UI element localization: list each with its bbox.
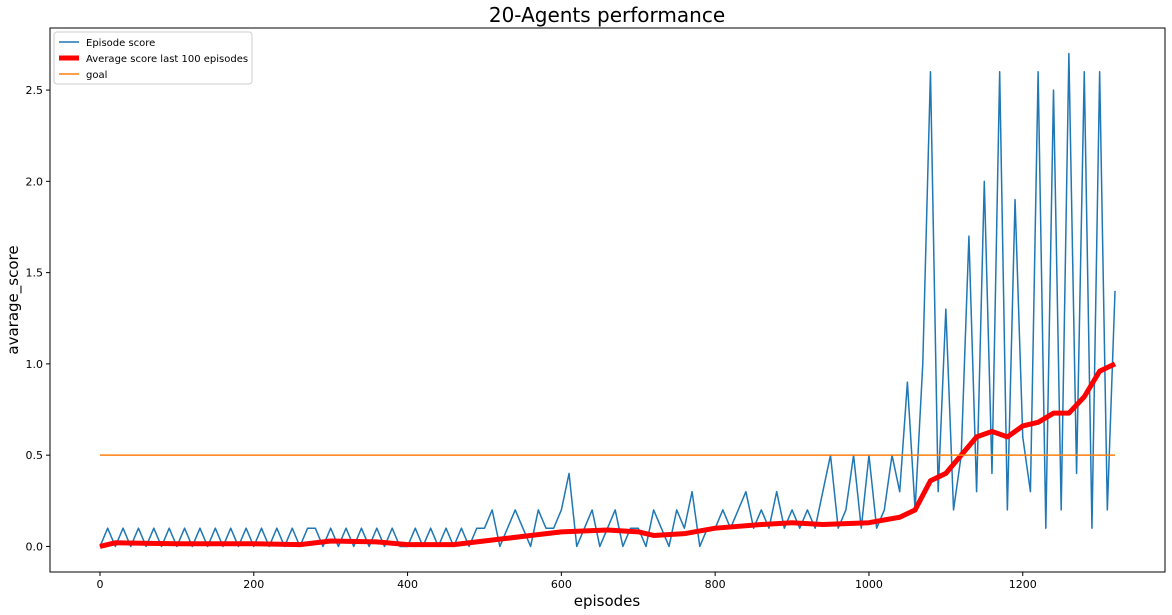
x-tick-label: 400 <box>397 578 418 591</box>
legend-label: goal <box>86 70 107 81</box>
y-tick-label: 0.0 <box>26 540 44 553</box>
legend-box <box>53 31 253 85</box>
x-tick-label: 1200 <box>1009 578 1037 591</box>
series-line <box>99 361 1117 549</box>
y-tick-label: 1.0 <box>26 358 44 371</box>
series-line <box>99 52 1116 548</box>
legend: Episode score Average score last 100 epis… <box>53 31 253 85</box>
y-tick-label: 1.5 <box>26 267 44 280</box>
plot-frame <box>49 27 1166 573</box>
chart-title: 20-Agents performance <box>489 3 725 27</box>
x-tick-label: 200 <box>243 578 264 591</box>
legend-label: Episode score <box>86 38 155 49</box>
x-tick-label: 600 <box>551 578 572 591</box>
x-tick-label: 0 <box>96 578 103 591</box>
y-axis-label: avarage_score <box>4 245 23 354</box>
x-tick-label: 1000 <box>855 578 883 591</box>
legend-label: Average score last 100 episodes <box>86 54 248 65</box>
x-tick-label: 800 <box>705 578 726 591</box>
y-tick-label: 2.0 <box>26 175 44 188</box>
y-tick-label: 0.5 <box>26 449 44 462</box>
x-axis-label: episodes <box>574 592 641 610</box>
y-tick-label: 2.5 <box>26 84 44 97</box>
